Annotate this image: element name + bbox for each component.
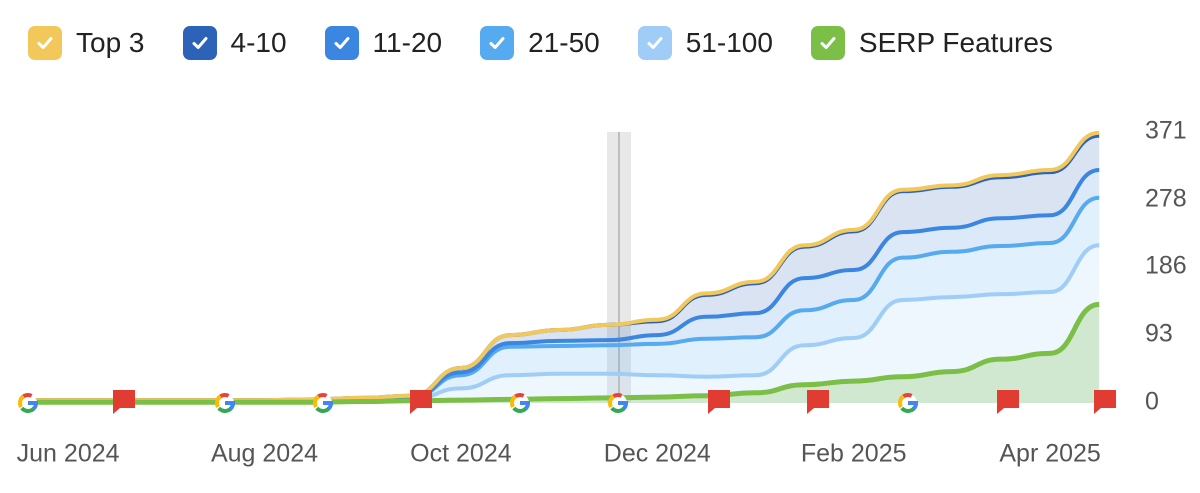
- legend-label: 4-10: [230, 27, 287, 58]
- background-layer: [607, 132, 631, 403]
- legend-item[interactable]: SERP Features: [810, 26, 1053, 60]
- legend-checkbox[interactable]: [324, 26, 359, 60]
- note-flag: [410, 390, 432, 414]
- y-tick-label: 0: [1145, 388, 1159, 416]
- x-tick-label: Jun 2024: [17, 440, 120, 468]
- check-icon: [334, 37, 350, 49]
- google-update-icon: [309, 389, 337, 417]
- check-icon: [647, 37, 663, 49]
- labels: 0 93 186 278 371 Jun 2024 Aug 2024 Oct 2024 Dec …: [17, 117, 1187, 468]
- check-icon: [37, 37, 53, 49]
- legend-checkbox[interactable]: [810, 26, 845, 60]
- legend-checkbox[interactable]: [28, 26, 62, 60]
- legend-label: SERP Features: [858, 27, 1053, 58]
- legend-checkbox[interactable]: [480, 26, 515, 60]
- legend-label: 51-100: [685, 27, 773, 58]
- legend-checkbox[interactable]: [637, 26, 672, 60]
- legend: Top 3 4-10 11-20 21-50 51-100 SERP Features: [28, 26, 1053, 60]
- lines: [18, 130, 1100, 405]
- x-tick-label: Apr 2025: [999, 440, 1100, 468]
- note-flag: [997, 390, 1019, 414]
- legend-item[interactable]: 4-10: [182, 26, 287, 60]
- x-tick-label: Feb 2025: [801, 440, 907, 468]
- y-tick-label: 278: [1145, 185, 1187, 213]
- legend-label: 11-20: [372, 27, 443, 58]
- legend-label: 21-50: [528, 27, 600, 58]
- legend-item[interactable]: 11-20: [324, 26, 443, 60]
- legend-item[interactable]: Top 3: [28, 26, 145, 60]
- y-tick-label: 93: [1145, 320, 1173, 348]
- check-icon: [820, 37, 836, 49]
- y-tick-label: 186: [1145, 252, 1187, 280]
- check-icon: [489, 37, 505, 49]
- note-flag: [113, 390, 135, 414]
- area-fill: [19, 197, 1100, 401]
- x-tick-label: Dec 2024: [604, 440, 711, 468]
- x-tick-label: Aug 2024: [211, 440, 318, 468]
- note-flag: [1094, 390, 1116, 414]
- note-flag: [708, 390, 730, 414]
- legend-label: Top 3: [76, 27, 145, 58]
- google-update-icon: [14, 389, 42, 417]
- legend-item[interactable]: 51-100: [637, 26, 773, 60]
- legend-checkbox[interactable]: [182, 26, 217, 60]
- y-tick-label: 371: [1145, 117, 1187, 145]
- x-tick-label: Oct 2024: [410, 440, 512, 468]
- area-fill: [19, 245, 1100, 403]
- legend-item[interactable]: 21-50: [480, 26, 600, 60]
- series-line: [19, 301, 1100, 405]
- note-flag: [807, 390, 829, 414]
- area-fill: [19, 304, 1100, 403]
- areas: [19, 132, 1100, 403]
- check-icon: [192, 37, 207, 49]
- google-update-icon: [211, 389, 239, 417]
